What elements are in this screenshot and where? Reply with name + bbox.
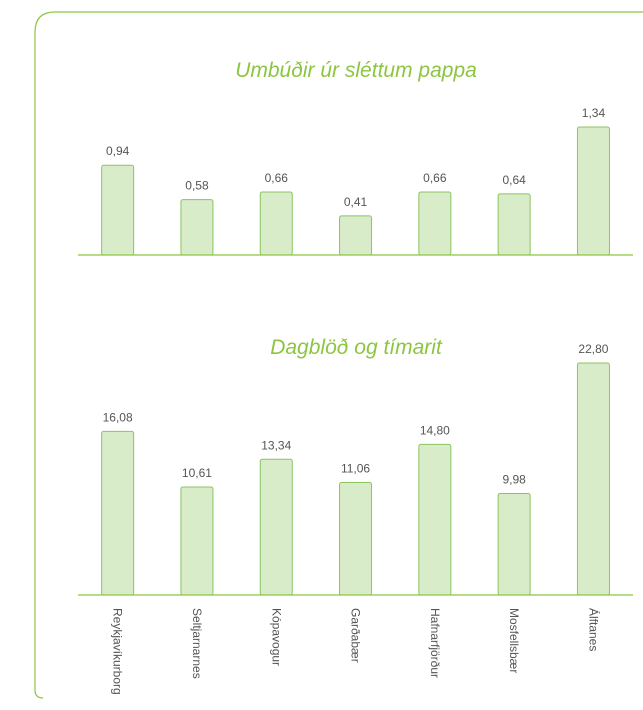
bar bbox=[497, 492, 531, 596]
chart-title: Umbúðir úr sléttum pappa bbox=[235, 59, 477, 82]
data-label: 0,94 bbox=[106, 144, 130, 158]
data-label: 16,08 bbox=[103, 410, 133, 424]
data-label: 11,06 bbox=[341, 461, 370, 475]
bar bbox=[180, 486, 214, 596]
bar bbox=[418, 191, 452, 256]
data-label: 0,41 bbox=[344, 195, 368, 209]
bar bbox=[576, 362, 610, 596]
x-tick-label: Hafnarfjörður bbox=[428, 608, 442, 678]
data-label: 0,66 bbox=[265, 171, 289, 185]
x-tick-label: Garðabær bbox=[349, 608, 363, 663]
data-label: 13,34 bbox=[261, 438, 291, 452]
data-label: 9,98 bbox=[502, 472, 526, 486]
bar bbox=[259, 191, 293, 256]
bar bbox=[497, 193, 531, 256]
data-label: 0,64 bbox=[502, 173, 526, 187]
bar bbox=[339, 215, 373, 256]
data-label: 14,80 bbox=[420, 423, 450, 437]
x-tick-label: Kópavogur bbox=[269, 608, 283, 666]
bar bbox=[180, 199, 214, 256]
x-tick-label: Reykjavíkurborg bbox=[111, 608, 125, 695]
bar bbox=[259, 458, 293, 596]
data-label: 0,58 bbox=[185, 179, 209, 193]
bar bbox=[339, 481, 373, 596]
x-tick-label: Mosfellsbær bbox=[507, 608, 521, 673]
frame bbox=[34, 11, 643, 699]
bar bbox=[576, 126, 610, 256]
bar bbox=[101, 430, 135, 596]
chart-title: Dagblöð og tímarit bbox=[270, 336, 443, 359]
x-tick-label: Seltjarnarnes bbox=[190, 608, 204, 679]
x-tick-label: Álftanes bbox=[586, 608, 601, 651]
bar bbox=[418, 443, 452, 596]
data-label: 1,34 bbox=[582, 106, 606, 120]
data-label: 22,80 bbox=[578, 342, 608, 356]
data-label: 10,61 bbox=[182, 466, 212, 480]
bar bbox=[101, 164, 135, 256]
data-label: 0,66 bbox=[423, 171, 447, 185]
